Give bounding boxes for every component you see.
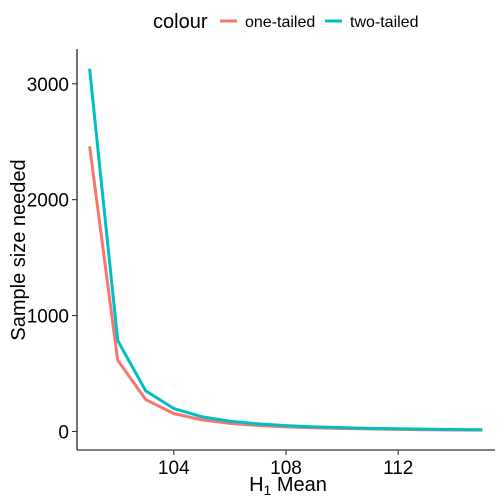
x-axis-title-subscript: 1 xyxy=(264,482,272,498)
legend-title: colour xyxy=(153,11,208,33)
plot-lines xyxy=(88,68,483,432)
y-tick-label: 0 xyxy=(58,422,69,443)
y-tick-label: 1000 xyxy=(27,307,69,328)
legend: colour one-tailed two-tailed xyxy=(153,11,418,33)
x-tick-label: 104 xyxy=(158,458,190,479)
x-tick-label: 112 xyxy=(383,458,413,479)
x-tick-label: 108 xyxy=(270,458,302,479)
x-axis-title-main: H xyxy=(249,474,263,496)
legend-label-one-tailed: one-tailed xyxy=(245,14,315,31)
x-axis-title: H1 Mean xyxy=(249,474,327,498)
y-axis-title: Sample size needed xyxy=(8,159,30,340)
axes: 0 1000 2000 3000 104 108 112 xyxy=(27,49,495,479)
series-line-one-tailed xyxy=(88,146,483,432)
legend-label-two-tailed: two-tailed xyxy=(350,14,418,31)
x-axis-title-rest: Mean xyxy=(271,474,327,496)
series-line-two-tailed xyxy=(88,68,483,432)
y-tick-label: 2000 xyxy=(27,191,69,212)
y-tick-label: 3000 xyxy=(27,75,69,96)
